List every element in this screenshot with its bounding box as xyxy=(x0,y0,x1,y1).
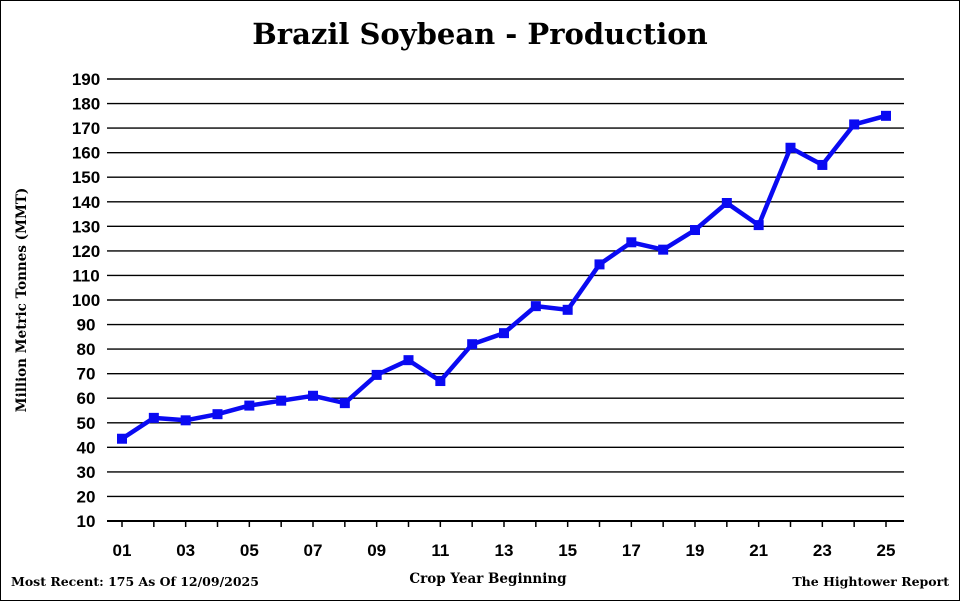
x-axis-ticks: 01 03 05 07 09 11 13 15 17 19 21 23 25 xyxy=(113,521,896,560)
data-point xyxy=(849,119,860,130)
y-tick-label: 20 xyxy=(77,487,96,506)
chart-title: Brazil Soybean - Production xyxy=(252,17,707,51)
data-point xyxy=(594,259,605,270)
x-tick-label: 11 xyxy=(431,541,449,560)
y-tick-label: 70 xyxy=(77,365,96,384)
x-axis-label: Crop Year Beginning xyxy=(409,571,567,587)
x-tick-label: 25 xyxy=(877,541,896,560)
y-tick-label: 100 xyxy=(72,291,100,310)
data-point xyxy=(371,369,382,380)
x-tick-label: 09 xyxy=(367,541,386,560)
x-tick-label: 17 xyxy=(622,541,641,560)
data-point xyxy=(658,244,669,255)
y-axis-ticks: 10 20 30 40 50 60 70 80 90 100 110 120 130 140 150 160 1… xyxy=(72,70,100,531)
series-soybean-production xyxy=(117,110,891,444)
y-tick-label: 90 xyxy=(77,316,96,335)
y-tick-label: 80 xyxy=(77,340,96,359)
x-tick-label: 21 xyxy=(749,541,768,560)
y-tick-label: 190 xyxy=(72,70,100,89)
data-point xyxy=(435,376,446,387)
data-point xyxy=(626,237,637,248)
source-credit: The Hightower Report xyxy=(792,574,949,589)
data-point xyxy=(276,395,287,406)
data-point xyxy=(721,198,732,209)
x-tick-label: 01 xyxy=(113,541,132,560)
y-tick-label: 50 xyxy=(77,414,96,433)
x-tick-label: 19 xyxy=(686,541,705,560)
data-point xyxy=(817,159,828,170)
y-tick-label: 170 xyxy=(72,119,100,138)
y-tick-label: 40 xyxy=(77,438,96,457)
data-point xyxy=(690,225,700,236)
y-tick-label: 110 xyxy=(72,266,99,285)
y-tick-label: 120 xyxy=(72,242,100,261)
data-point xyxy=(117,433,127,444)
data-point xyxy=(530,301,541,312)
y-axis-label: Million Metric Tonnes (MMT) xyxy=(14,188,30,413)
data-point xyxy=(785,142,796,153)
data-point xyxy=(244,400,255,411)
y-tick-label: 140 xyxy=(72,193,100,212)
gridlines xyxy=(107,78,904,522)
data-point xyxy=(148,412,159,423)
x-tick-label: 03 xyxy=(176,541,195,560)
data-point xyxy=(753,220,764,231)
data-point xyxy=(308,390,318,401)
x-tick-label: 05 xyxy=(240,541,259,560)
y-tick-label: 60 xyxy=(77,389,96,408)
y-tick-label: 10 xyxy=(77,512,96,531)
data-point xyxy=(467,339,478,350)
y-tick-label: 130 xyxy=(72,217,100,236)
data-point xyxy=(339,398,350,409)
y-tick-label: 160 xyxy=(72,144,100,163)
x-tick-label: 15 xyxy=(558,541,577,560)
most-recent-note: Most Recent: 175 As Of 12/09/2025 xyxy=(11,574,259,589)
x-tick-label: 07 xyxy=(304,541,323,560)
y-tick-label: 150 xyxy=(72,168,100,187)
data-point xyxy=(212,409,223,420)
data-point xyxy=(562,304,573,315)
y-tick-label: 30 xyxy=(77,463,96,482)
x-tick-label: 23 xyxy=(813,541,832,560)
x-tick-label: 13 xyxy=(495,541,514,560)
data-point xyxy=(881,110,891,121)
data-point xyxy=(499,328,509,339)
y-tick-label: 180 xyxy=(72,95,100,114)
data-point xyxy=(403,355,414,366)
series-line xyxy=(119,113,889,441)
data-point xyxy=(180,415,191,426)
